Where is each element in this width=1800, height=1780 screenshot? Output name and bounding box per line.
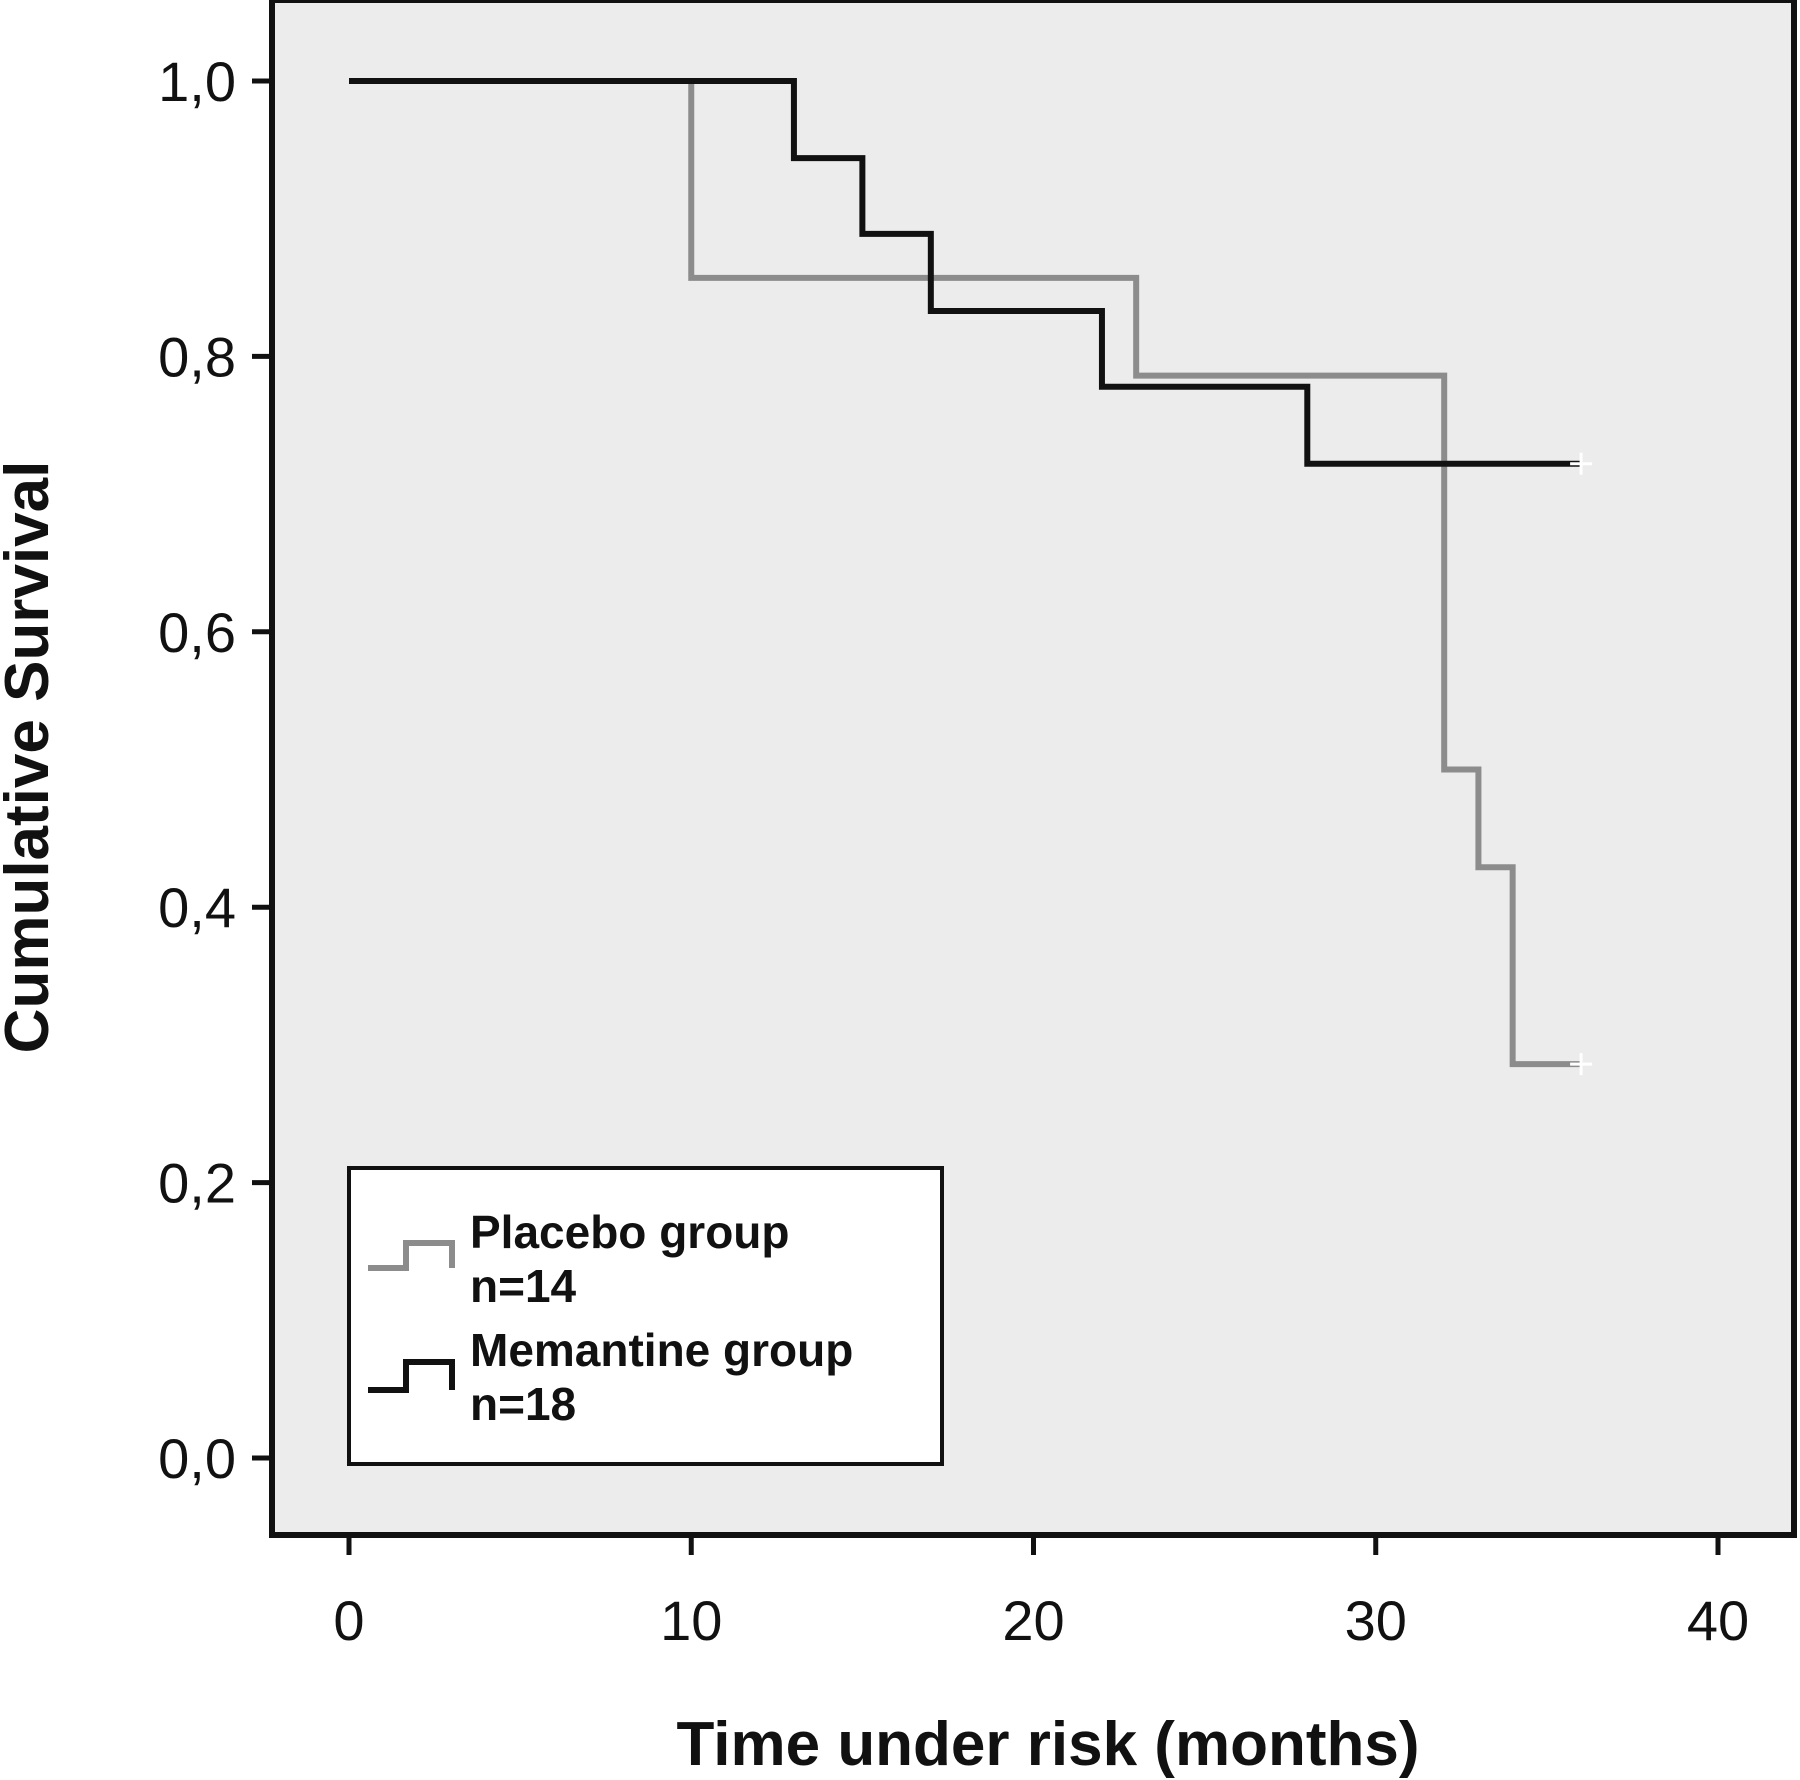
legend-placebo-count: n=14: [470, 1260, 577, 1312]
x-axis-title: Time under risk (months): [677, 1710, 1420, 1779]
y-tick-label: 0,6: [158, 601, 236, 664]
x-tick-label: 30: [1345, 1589, 1407, 1652]
y-tick-label: 0,0: [158, 1427, 236, 1490]
memantine-survival-line: [349, 78, 1582, 467]
y-tick-label: 0,4: [158, 876, 236, 939]
x-axis: 0 10 20 30 40: [333, 1535, 1749, 1652]
memantine-censor-mark: [1570, 452, 1593, 475]
legend-memantine-swatch: [368, 1359, 455, 1393]
series-layer: [349, 78, 1593, 1076]
legend-memantine-label: Memantine group: [470, 1324, 853, 1376]
placebo-censor-mark: [1570, 1053, 1593, 1076]
y-tick-label: 0,2: [158, 1152, 236, 1215]
y-axis: 0,0 0,2 0,4 0,6 0,8 1,0: [158, 50, 272, 1490]
x-tick-label: 20: [1002, 1589, 1064, 1652]
legend-memantine-count: n=18: [470, 1378, 576, 1430]
legend-box: [347, 1166, 944, 1466]
x-tick-label: 40: [1687, 1589, 1749, 1652]
legend-placebo-swatch: [368, 1240, 455, 1271]
legend: Placebo group n=14 Memantine group n=18: [347, 1166, 944, 1466]
y-tick-label: 0,8: [158, 325, 236, 388]
legend-placebo-label: Placebo group: [470, 1206, 789, 1258]
placebo-survival-line: [349, 78, 1582, 1068]
x-tick-label: 10: [660, 1589, 722, 1652]
y-axis-title: Cumulative Survival: [0, 461, 62, 1054]
x-tick-label: 0: [333, 1589, 364, 1652]
y-tick-label: 1,0: [158, 50, 236, 113]
